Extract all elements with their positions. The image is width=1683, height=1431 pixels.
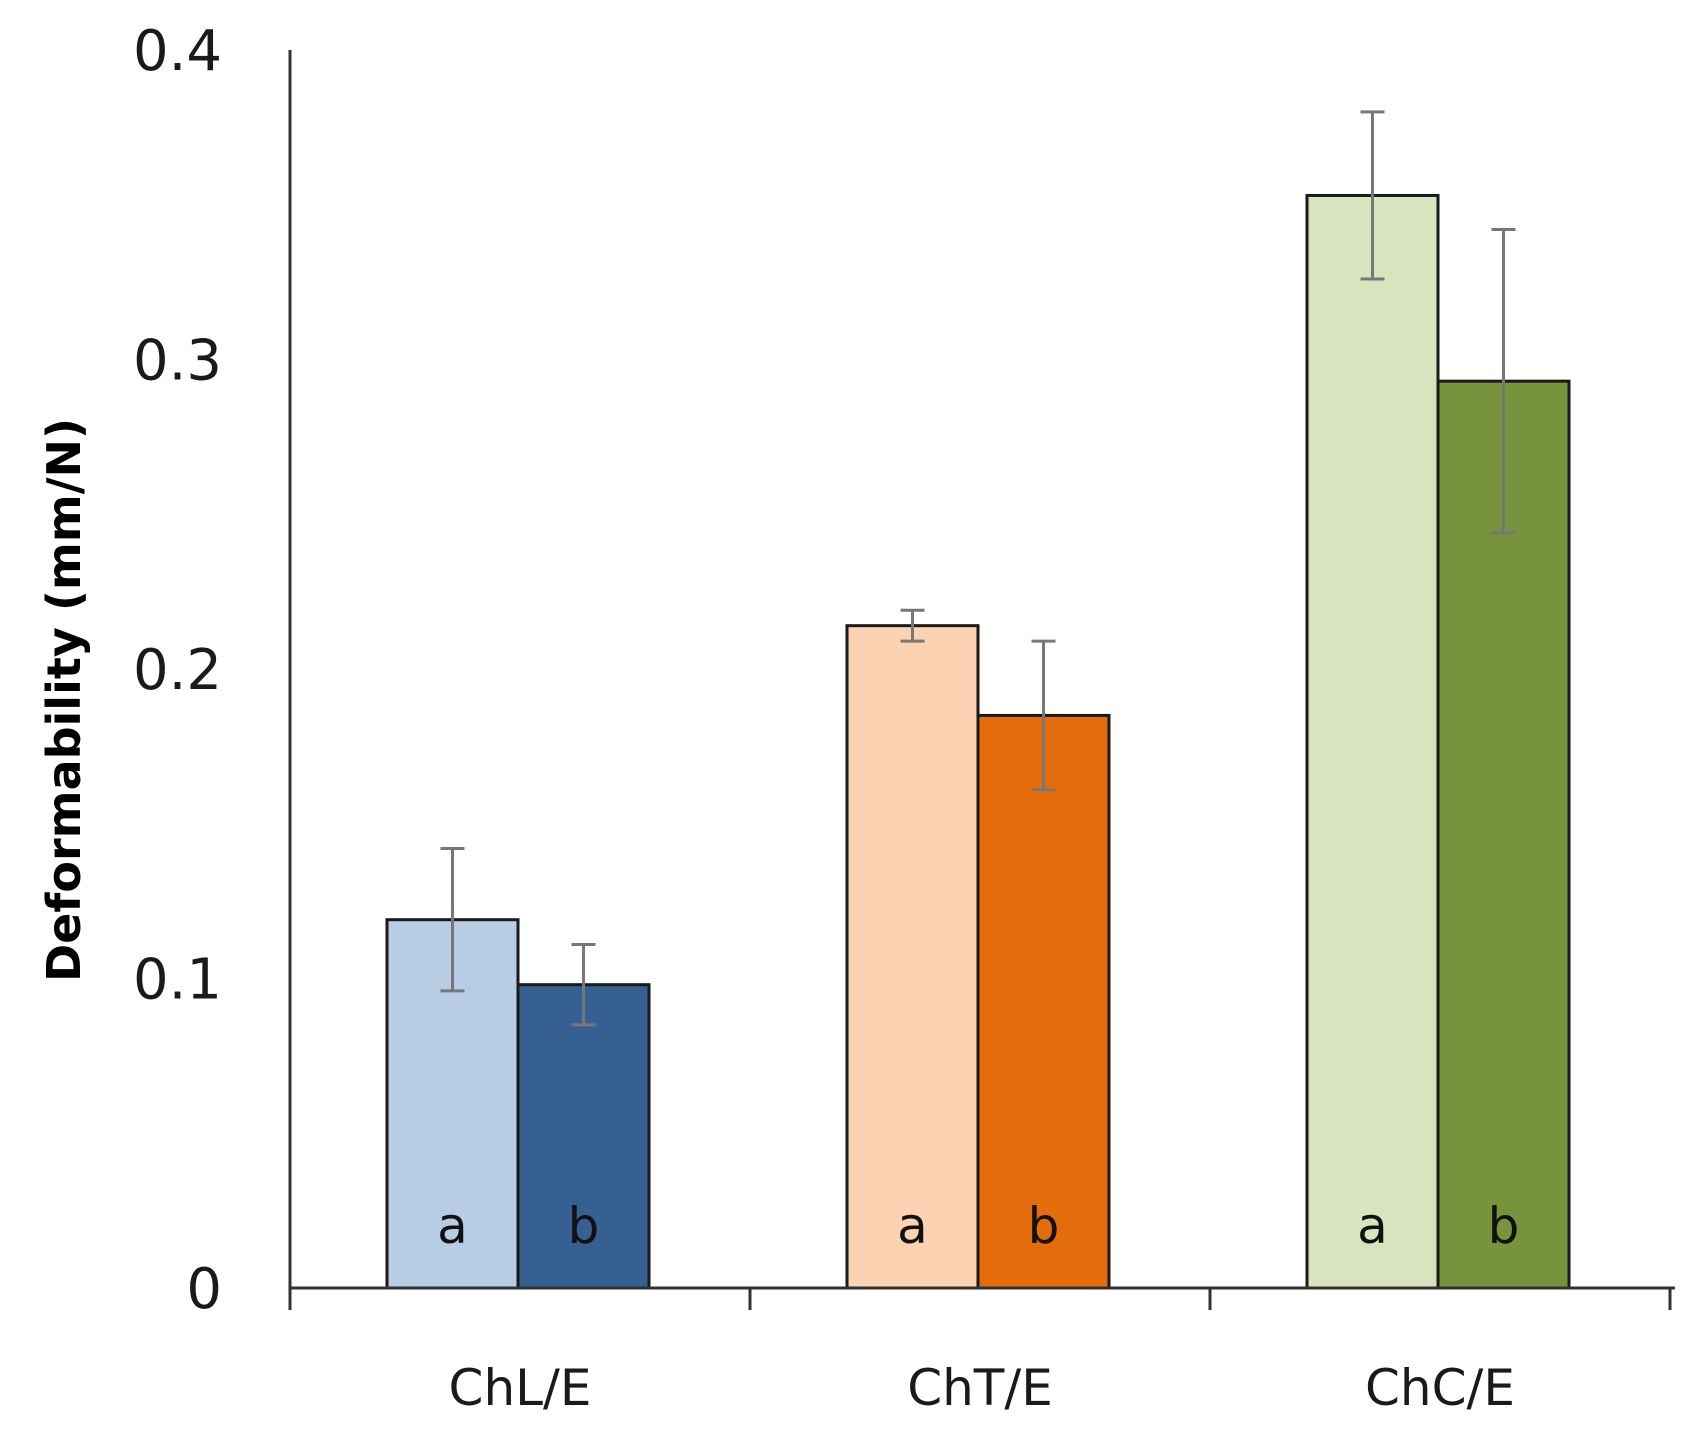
category-label-2: ChC/E [1365,1359,1515,1417]
y-tick-label-0: 0 [186,1257,222,1322]
error-bars-group [440,110,1516,1027]
bar-label-chc-e-b: b [1488,1197,1520,1255]
y-tick-label-3: 0.3 [133,329,222,394]
category-label-1: ChT/E [907,1359,1053,1417]
y-tick-label-4: 0.4 [133,19,222,84]
bar-label-chl-e-b: b [568,1197,600,1255]
y-axis-title: Deformability (mm/N) [37,418,91,982]
bar-label-cht-e-b: b [1028,1197,1060,1255]
bar-label-chc-e-a: a [1357,1197,1388,1255]
category-label-0: ChL/E [449,1359,592,1417]
y-axis-ticks: 0 0.1 0.2 0.3 0.4 [133,19,222,1322]
category-labels-group: ChL/E ChT/E ChC/E [449,1359,1515,1417]
y-tick-label-2: 0.2 [133,638,222,703]
y-tick-label-1: 0.1 [133,948,222,1013]
bar-label-chl-e-a: a [437,1197,468,1255]
bar-chc-e-a [1305,193,1440,1290]
bar-chl-e-b [516,983,651,1290]
axes-group [288,50,1675,1310]
bar-label-cht-e-a: a [897,1197,928,1255]
bars-group [385,193,1571,1290]
bar-cht-e-a [845,624,980,1290]
